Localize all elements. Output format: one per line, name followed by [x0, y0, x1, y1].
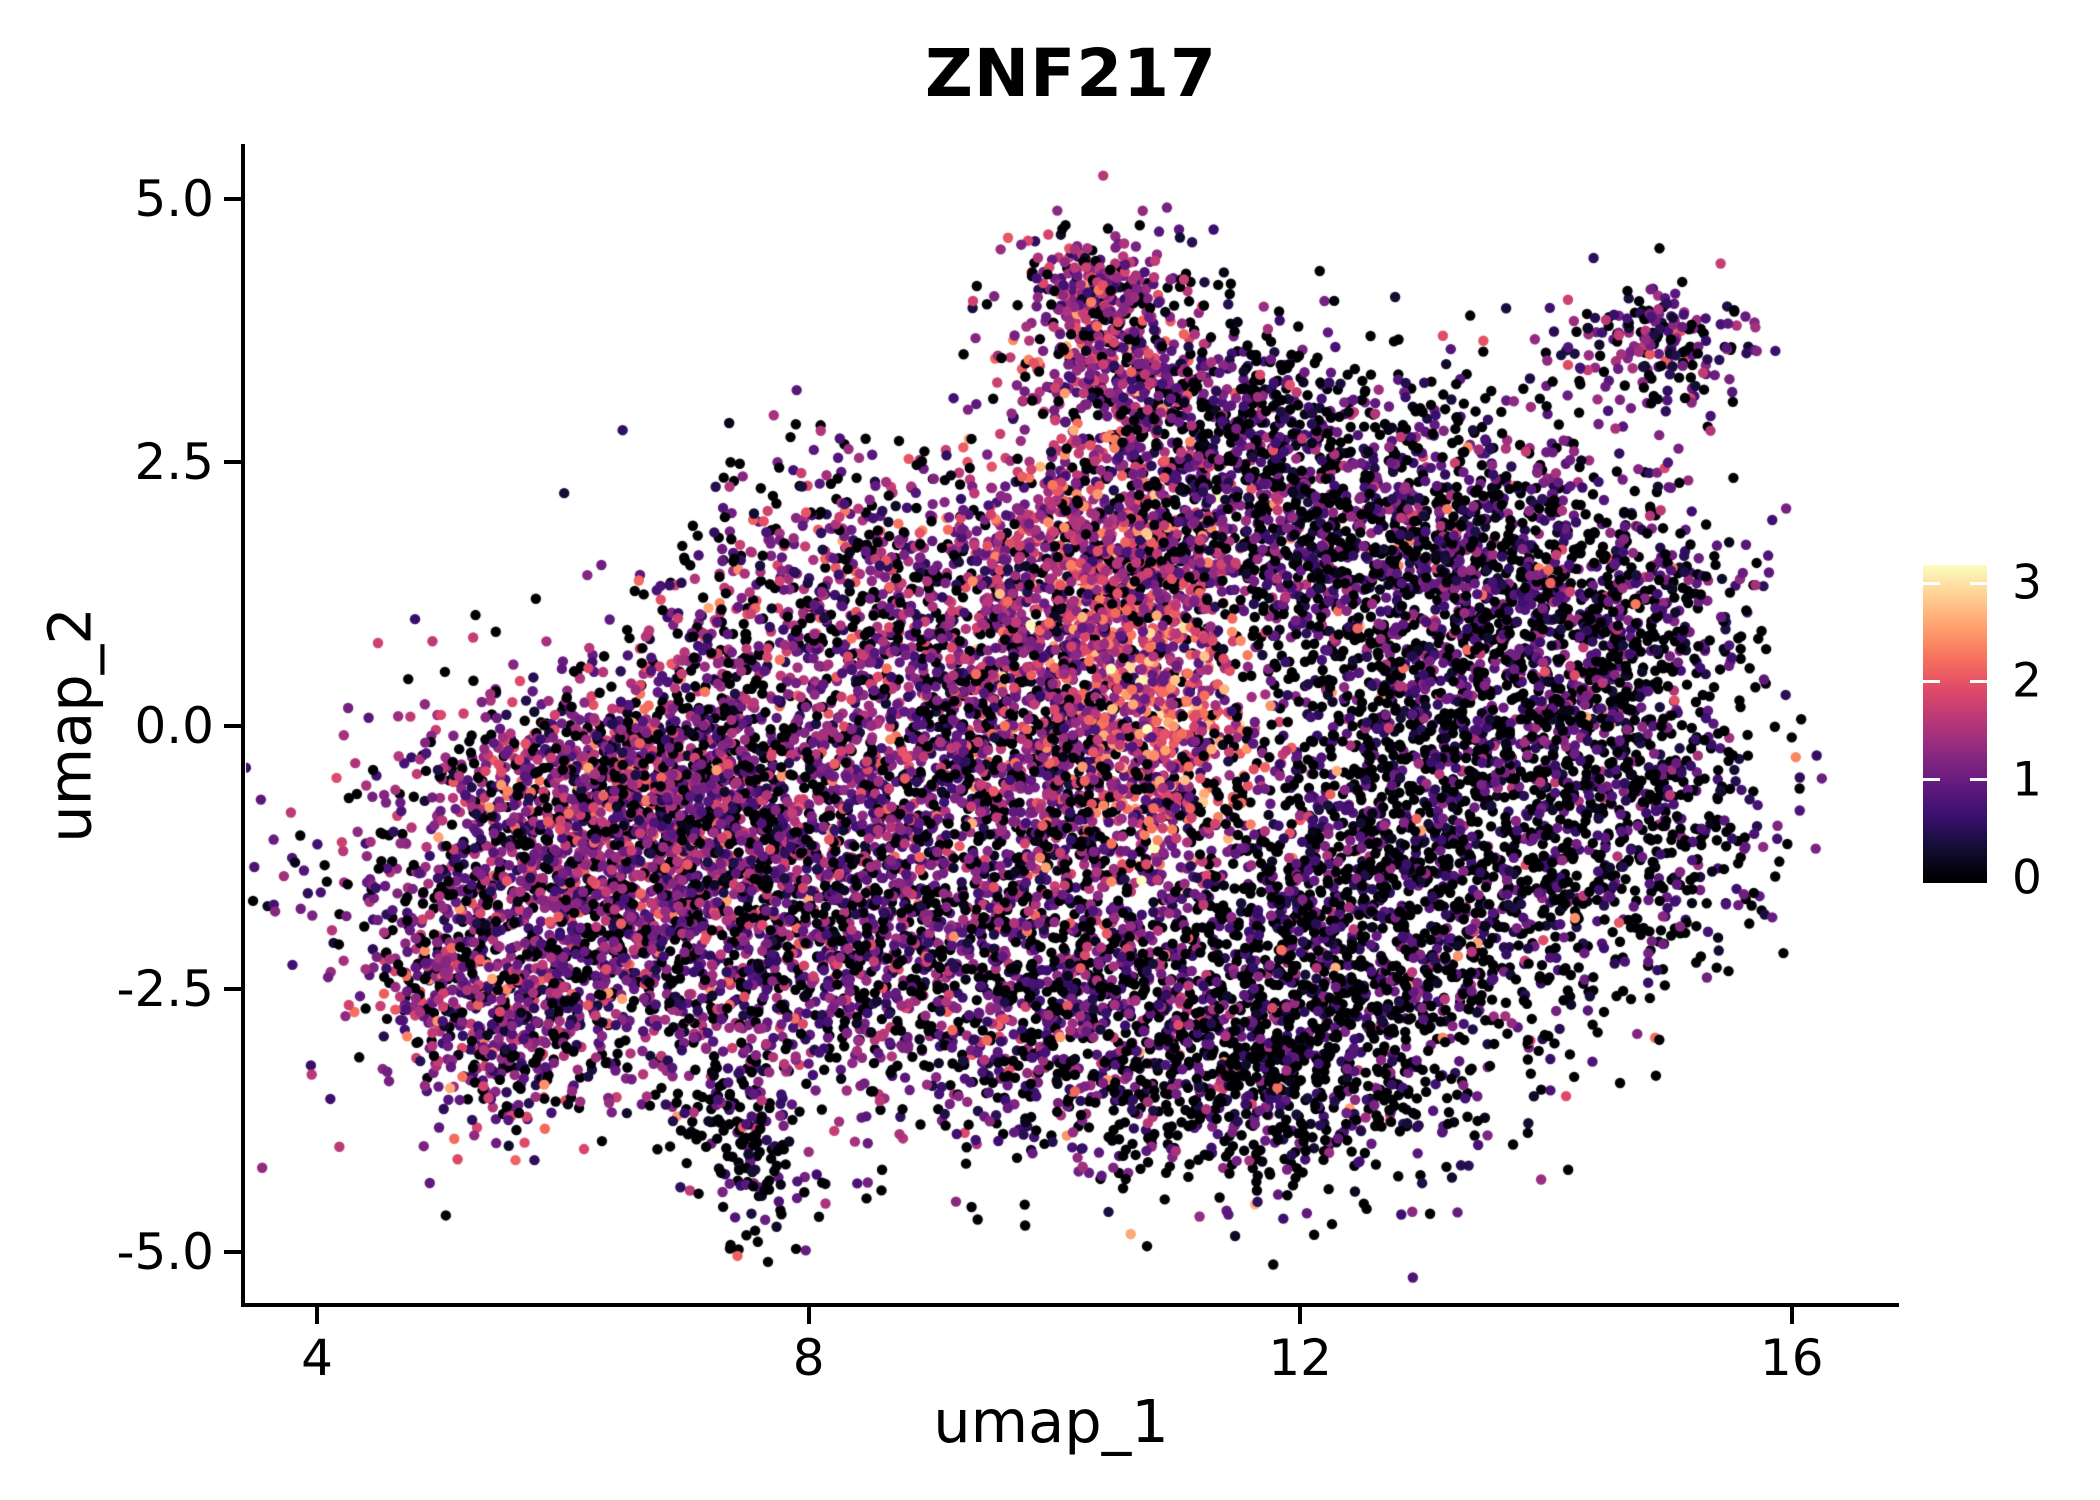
x-tick-mark	[1298, 1307, 1303, 1324]
y-axis-title: umap_2	[35, 607, 105, 843]
y-tick-label: 5.0	[134, 170, 214, 228]
colorbar-tick-label: 1	[2012, 752, 2042, 808]
expression-colorbar	[1923, 565, 1987, 883]
colorbar-tick-label: 3	[2012, 555, 2042, 611]
y-tick-label: -2.5	[116, 959, 214, 1018]
colorbar-tick-dash	[1970, 581, 1987, 585]
x-tick-label: 4	[301, 1329, 333, 1387]
colorbar-tick-label: 2	[2012, 653, 2042, 709]
y-tick-label: 0.0	[134, 696, 214, 755]
y-axis-spine	[241, 144, 245, 1307]
x-axis-spine	[241, 1303, 1899, 1307]
colorbar-tick-dash	[1923, 679, 1940, 683]
y-tick-label: 2.5	[134, 433, 214, 492]
y-tick-mark	[224, 1250, 241, 1254]
colorbar-tick-dash	[1923, 581, 1940, 585]
x-axis-title: umap_1	[933, 1387, 1169, 1456]
colorbar-tick-dash	[1970, 679, 1987, 683]
y-tick-mark	[224, 197, 241, 201]
y-tick-mark	[224, 460, 241, 465]
x-tick-mark	[806, 1307, 811, 1324]
x-tick-label: 12	[1268, 1329, 1332, 1387]
x-tick-mark	[1789, 1307, 1794, 1324]
colorbar-tick-dash	[1970, 778, 1987, 782]
x-tick-label: 16	[1759, 1329, 1824, 1387]
x-tick-mark	[315, 1307, 319, 1324]
colorbar-tick-label: 0	[2012, 850, 2042, 906]
x-tick-label: 8	[792, 1329, 825, 1387]
y-tick-label: -5.0	[116, 1223, 214, 1281]
colorbar-tick-dash	[1923, 778, 1940, 782]
y-tick-mark	[224, 723, 241, 728]
y-tick-mark	[224, 986, 241, 991]
